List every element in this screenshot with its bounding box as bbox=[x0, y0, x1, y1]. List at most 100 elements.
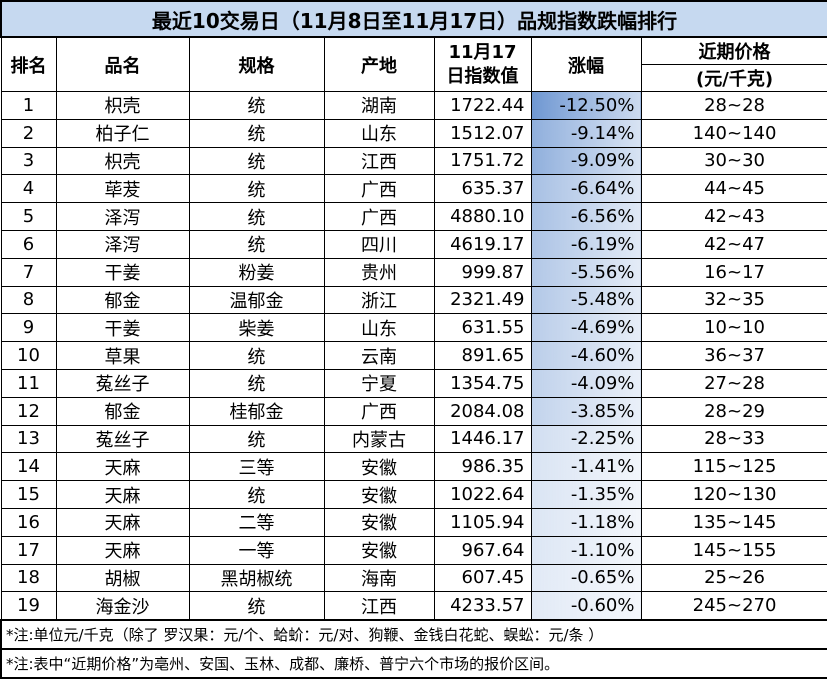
origin-cell: 浙江 bbox=[323, 285, 435, 315]
table-row: 16 天麻 二等 安徽 1105.94 -1.18% 135~145 bbox=[0, 507, 827, 537]
name-cell: 柏子仁 bbox=[55, 118, 190, 148]
name-cell: 泽泻 bbox=[55, 202, 190, 231]
table-row: 15 天麻统安徽 1022.64 -1.35% 120~130 bbox=[0, 480, 827, 509]
origin-cell: 广西 bbox=[323, 174, 435, 204]
spec-cell: 粉姜 bbox=[188, 257, 325, 287]
spec-cell: 统 bbox=[188, 202, 325, 231]
name-cell: 郁金 bbox=[55, 396, 190, 426]
table-row: 7 干姜 粉姜 贵州 999.87 -5.56% 16~17 bbox=[0, 257, 827, 287]
name-cell: 荜茇 bbox=[55, 174, 190, 204]
table-row: 14 天麻 三等 安徽 986.35 -1.41% 115~125 bbox=[0, 452, 827, 482]
change-cell: -5.56% bbox=[530, 257, 642, 287]
change-cell: -0.60% bbox=[530, 591, 642, 621]
change-cell: -1.41% bbox=[530, 452, 642, 482]
index-cell: 1105.94 bbox=[433, 507, 532, 537]
index-cell: 4880.10 bbox=[433, 202, 532, 231]
header-cell: 涨幅 bbox=[530, 36, 642, 92]
price-cell: 135~145 bbox=[640, 507, 827, 537]
table-row: 11 菟丝子统宁夏 1354.75 -4.09% 27~28 bbox=[0, 368, 827, 398]
table-row: 19 海金沙统江西 4233.57 -0.60% 245~270 bbox=[0, 591, 827, 621]
spec-cell: 统 bbox=[188, 146, 325, 176]
origin-cell: 内蒙古 bbox=[323, 424, 435, 454]
rank-cell: 9 bbox=[0, 313, 57, 343]
origin-cell: 四川 bbox=[323, 229, 435, 259]
index-cell: 635.37 bbox=[433, 174, 532, 204]
spec-cell: 统 bbox=[188, 118, 325, 148]
note-row: *注:表中“近期价格”为亳州、安国、玉林、成都、廉桥、普宁六个市场的报价区间。 bbox=[0, 648, 827, 679]
rank-cell: 14 bbox=[0, 452, 57, 482]
spec-cell: 温郁金 bbox=[188, 285, 325, 315]
table-row: 12 郁金 桂郁金 广西 2084.08 -3.85% 28~29 bbox=[0, 396, 827, 426]
index-cell: 2321.49 bbox=[433, 285, 532, 315]
index-cell: 4233.57 bbox=[433, 591, 532, 621]
spec-cell: 桂郁金 bbox=[188, 396, 325, 426]
price-cell: 28~29 bbox=[640, 396, 827, 426]
header-cell: 11月17 日指数值 bbox=[433, 36, 532, 92]
price-cell: 145~155 bbox=[640, 535, 827, 565]
spec-cell: 二等 bbox=[188, 507, 325, 537]
index-cell: 1446.17 bbox=[433, 424, 532, 454]
spec-cell: 三等 bbox=[188, 452, 325, 482]
price-cell: 245~270 bbox=[640, 591, 827, 621]
table-row: 13 菟丝子统内蒙古 1446.17 -2.25% 28~33 bbox=[0, 424, 827, 454]
origin-cell: 贵州 bbox=[323, 257, 435, 287]
header-cell: 近期价格 bbox=[640, 36, 827, 65]
name-cell: 干姜 bbox=[55, 313, 190, 343]
table-row: 10 草果统云南 891.65 -4.60% 36~37 bbox=[0, 341, 827, 370]
origin-cell: 江西 bbox=[323, 591, 435, 621]
rank-cell: 15 bbox=[0, 480, 57, 509]
change-cell: -4.69% bbox=[530, 313, 642, 343]
origin-cell: 宁夏 bbox=[323, 368, 435, 398]
spec-cell: 统 bbox=[188, 91, 325, 120]
name-cell: 枳壳 bbox=[55, 146, 190, 176]
table-row: 6 泽泻统四川 4619.17 -6.19% 42~47 bbox=[0, 229, 827, 259]
note-row: *注:单位元/千克（除了 罗汉果：元/个、蛤蚧：元/对、狗鞭、金钱白花蛇、蜈蚣：… bbox=[0, 619, 827, 651]
name-cell: 草果 bbox=[55, 341, 190, 370]
price-cell: 42~47 bbox=[640, 229, 827, 259]
price-cell: 16~17 bbox=[640, 257, 827, 287]
price-cell: 30~30 bbox=[640, 146, 827, 176]
name-cell: 天麻 bbox=[55, 452, 190, 482]
change-cell: -3.85% bbox=[530, 396, 642, 426]
price-cell: 140~140 bbox=[640, 118, 827, 148]
price-cell: 42~43 bbox=[640, 202, 827, 231]
origin-cell: 广西 bbox=[323, 202, 435, 231]
table-row: 18 胡椒 黑胡椒统 海南 607.45 -0.65% 25~26 bbox=[0, 563, 827, 593]
header-cell: (元/千克) bbox=[640, 64, 827, 92]
price-cell: 28~33 bbox=[640, 424, 827, 454]
name-cell: 干姜 bbox=[55, 257, 190, 287]
rank-cell: 11 bbox=[0, 368, 57, 398]
origin-cell: 云南 bbox=[323, 341, 435, 370]
index-cell: 967.64 bbox=[433, 535, 532, 565]
table-row: 5 泽泻统广西 4880.10 -6.56% 42~43 bbox=[0, 202, 827, 231]
name-cell: 郁金 bbox=[55, 285, 190, 315]
name-cell: 天麻 bbox=[55, 535, 190, 565]
origin-cell: 湖南 bbox=[323, 91, 435, 120]
price-cell: 120~130 bbox=[640, 480, 827, 509]
price-cell: 28~28 bbox=[640, 91, 827, 120]
note: *注:单位元/千克（除了 罗汉果：元/个、蛤蚧：元/对、狗鞭、金钱白花蛇、蜈蚣：… bbox=[0, 619, 827, 651]
rank-cell: 3 bbox=[0, 146, 57, 176]
header-cell: 排名 bbox=[0, 36, 57, 92]
name-cell: 天麻 bbox=[55, 480, 190, 509]
note: *注:表中“近期价格”为亳州、安国、玉林、成都、廉桥、普宁六个市场的报价区间。 bbox=[0, 648, 827, 679]
change-cell: -6.56% bbox=[530, 202, 642, 231]
spec-cell: 一等 bbox=[188, 535, 325, 565]
spec-cell: 统 bbox=[188, 591, 325, 621]
index-cell: 4619.17 bbox=[433, 229, 532, 259]
spec-cell: 统 bbox=[188, 424, 325, 454]
header-cell: 规格 bbox=[188, 36, 325, 92]
spec-cell: 黑胡椒统 bbox=[188, 563, 325, 593]
price-cell: 36~37 bbox=[640, 341, 827, 370]
index-cell: 1512.07 bbox=[433, 118, 532, 148]
change-cell: -0.65% bbox=[530, 563, 642, 593]
table-row: 4 荜茇统广西 635.37 -6.64% 44~45 bbox=[0, 174, 827, 204]
name-cell: 菟丝子 bbox=[55, 424, 190, 454]
table-row: 9 干姜 柴姜 山东 631.55 -4.69% 10~10 bbox=[0, 313, 827, 343]
spec-cell: 柴姜 bbox=[188, 313, 325, 343]
rank-cell: 17 bbox=[0, 535, 57, 565]
table-row: 17 天麻 一等 安徽 967.64 -1.10% 145~155 bbox=[0, 535, 827, 565]
index-cell: 1722.44 bbox=[433, 91, 532, 120]
change-cell: -9.09% bbox=[530, 146, 642, 176]
